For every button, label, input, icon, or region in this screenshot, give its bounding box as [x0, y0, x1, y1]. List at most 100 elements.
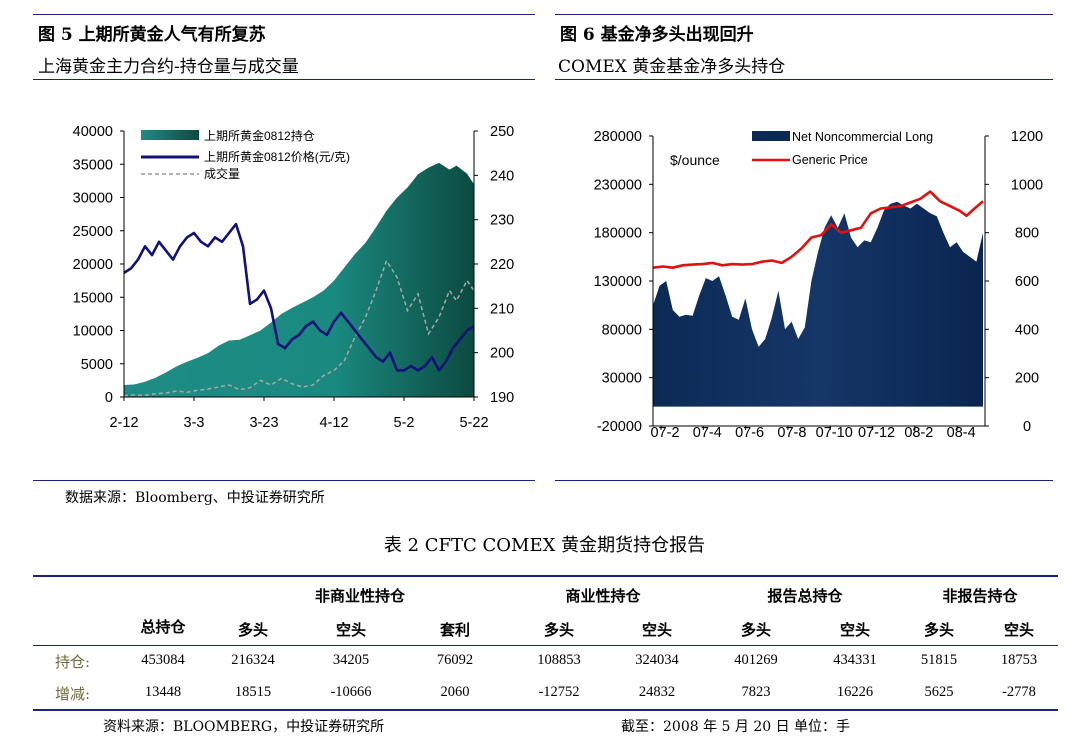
fig5-left-tick-label: 35000	[73, 157, 113, 173]
table-cell: 2060	[440, 684, 470, 700]
table-cell: -2778	[1002, 684, 1036, 700]
fig6-x-tick-label: 08-4	[947, 425, 976, 441]
fig5-left-tick-label: 40000	[73, 124, 113, 140]
fig5-left-tick-label: 0	[105, 390, 113, 406]
fig5-right-tick-label: 190	[490, 390, 514, 406]
table-cell: 5625	[924, 684, 954, 700]
fig5-right-tick-label: 200	[490, 346, 514, 362]
fig5-right-tick-label: 250	[490, 124, 514, 140]
fig6-right-tick-label: 1200	[1011, 129, 1043, 145]
fig6-x-tick-label: 07-4	[693, 425, 722, 441]
fig5-volume-line	[123, 258, 475, 397]
col-header-nc-short: 空头	[335, 621, 366, 639]
table-cell: 13448	[144, 684, 182, 700]
fig6-x-tick-label: 08-2	[904, 425, 933, 441]
fig5-x-tick-label: 5-22	[459, 415, 488, 431]
fig5-legend-holdings: 上期所黄金0812持仓	[204, 128, 315, 143]
table-cell: 216324	[231, 652, 275, 668]
fig6-right-tick-label: 600	[1015, 274, 1039, 290]
fig6-left-tick-label: 230000	[594, 177, 642, 193]
table-title: 表 2 CFTC COMEX 黄金期货持仓报告	[383, 535, 706, 556]
fig5-x-tick-label: 4-12	[319, 415, 348, 431]
row-label-holdings: 持仓:	[55, 653, 91, 671]
fig5-left-tick-label: 5000	[81, 357, 113, 373]
col-header-t-short: 空头	[839, 621, 870, 639]
fig6-right-tick-label: 0	[1023, 419, 1031, 435]
table-cell: -12752	[538, 684, 580, 700]
fig5-legend-price: 上期所黄金0812价格(元/克)	[204, 149, 350, 164]
fig6-legend-price: Generic Price	[792, 153, 868, 167]
row-label-change: 增减:	[55, 685, 91, 703]
fig5-x-tick-label: 3-23	[249, 415, 278, 431]
fig6-x-tick-label: 07-10	[816, 425, 853, 441]
col-header-c-short: 空头	[641, 621, 672, 639]
fig6-left-tick-label: 80000	[602, 322, 642, 338]
table-top-rule	[33, 575, 1058, 577]
fig6-chart: -20000 30000 80000 130000 180000 230000 280000…	[594, 129, 1044, 441]
fig5-title: 图 5 上期所黄金人气有所复苏	[38, 25, 266, 45]
group-header-nonreportable: 非报告持仓	[942, 587, 1018, 605]
col-header-nc-long: 多头	[237, 621, 268, 639]
table-cell: 7823	[741, 684, 771, 700]
table-cell: 76092	[436, 652, 474, 668]
fig5-subtitle: 上海黄金主力合约-持仓量与成交量	[38, 57, 299, 77]
fig5-left-tick-label: 10000	[73, 324, 113, 340]
fig6-x-tick-label: 07-6	[735, 425, 764, 441]
fig6-x-tick-label: 07-12	[858, 425, 895, 441]
fig5-x-tick-label: 2-12	[109, 415, 138, 431]
fig5-right-tick-label: 220	[490, 257, 514, 273]
fig6-right-tick-label: 1000	[1011, 177, 1043, 193]
fig5-bottom-rule	[33, 480, 535, 481]
fig6-left-tick-label: -20000	[597, 419, 642, 435]
fig5-right-tick-label: 240	[490, 168, 514, 184]
table-cell: 434331	[833, 652, 877, 668]
table-cell: 401269	[734, 652, 778, 668]
fig5-price-line	[123, 222, 475, 372]
fig6-top-rule	[555, 14, 1053, 15]
table-note: 截至：2008 年 5 月 20 日 单位：手	[621, 719, 851, 735]
fig6-subtitle: COMEX 黄金基金净多头持仓	[558, 57, 786, 77]
fig6-left-tick-label: 30000	[602, 371, 642, 387]
fig6-price-line	[652, 190, 984, 269]
fig6-x-tick-label: 07-8	[777, 425, 806, 441]
fig6-left-tick-label: 180000	[594, 226, 642, 242]
fig5-source: 数据来源：Bloomberg、中投证券研究所	[65, 490, 325, 506]
fig5-right-tick-label: 230	[490, 213, 514, 229]
fig6-left-tick-label: 130000	[594, 274, 642, 290]
group-header-total: 报告总持仓	[767, 587, 843, 605]
table-cell: -10666	[330, 684, 372, 700]
table-cell: 16226	[836, 684, 874, 700]
fig6-legend-swatch-long	[752, 131, 790, 141]
fig5-legend-volume: 成交量	[204, 166, 240, 181]
fig6-long-area	[653, 201, 983, 407]
col-header-nc-spread: 套利	[439, 621, 470, 639]
fig5-left-tick-label: 30000	[73, 191, 113, 207]
fig5-chart: 0 5000 10000 15000 20000 25000 30000 35000 40000…	[73, 124, 515, 431]
fig6-left-tick-label: 280000	[594, 129, 642, 145]
table-header-rule	[33, 645, 1058, 646]
fig5-x-tick-label: 5-2	[394, 415, 415, 431]
table-cell: 18515	[234, 684, 272, 700]
fig5-left-tick-label: 15000	[73, 290, 113, 306]
col-header-nr-short: 空头	[1003, 621, 1034, 639]
fig6-right-tick-label: 400	[1015, 322, 1039, 338]
fig5-right-tick-label: 210	[490, 301, 514, 317]
fig5-holdings-area	[124, 162, 474, 397]
fig5-top-rule	[33, 14, 535, 15]
fig6-right-tick-label: 200	[1015, 371, 1039, 387]
fig5-left-tick-label: 20000	[73, 257, 113, 273]
col-header-t-long: 多头	[740, 621, 771, 639]
group-header-commercial: 商业性持仓	[565, 587, 641, 605]
fig5-x-tick-label: 3-3	[184, 415, 205, 431]
table-cell: 51815	[920, 652, 958, 668]
fig5-subtitle-rule	[33, 79, 535, 80]
fig6-title: 图 6 基金净多头出现回升	[560, 25, 754, 45]
table-cell: 453084	[141, 652, 185, 668]
col-header-open-interest: 总持仓	[140, 618, 186, 636]
col-header-nr-long: 多头	[923, 621, 954, 639]
fig6-subtitle-rule	[555, 79, 1053, 80]
fig6-right-tick-label: 800	[1015, 226, 1039, 242]
fig5-legend-swatch-holdings	[141, 130, 199, 140]
table-cell: 324034	[635, 652, 679, 668]
table-cell: 24832	[638, 684, 676, 700]
